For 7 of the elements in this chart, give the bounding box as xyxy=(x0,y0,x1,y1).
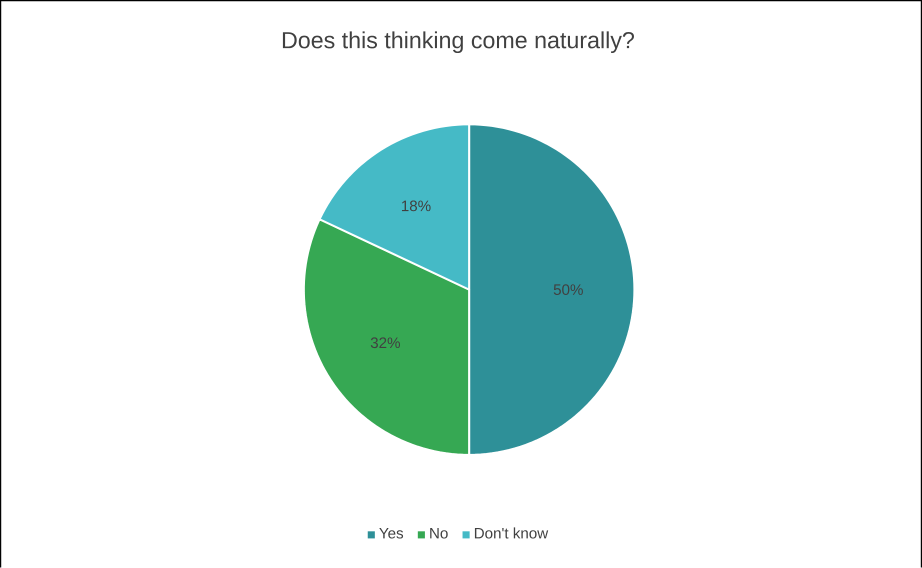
legend-label: Yes xyxy=(379,528,404,539)
chart-title: Does this thinking come naturally? xyxy=(282,31,634,53)
data-label: 50% xyxy=(554,284,583,295)
data-label: 18% xyxy=(402,200,431,212)
legend-label: No xyxy=(430,528,448,539)
data-label: 32% xyxy=(370,337,400,348)
legend-label: Don't know xyxy=(474,527,548,539)
